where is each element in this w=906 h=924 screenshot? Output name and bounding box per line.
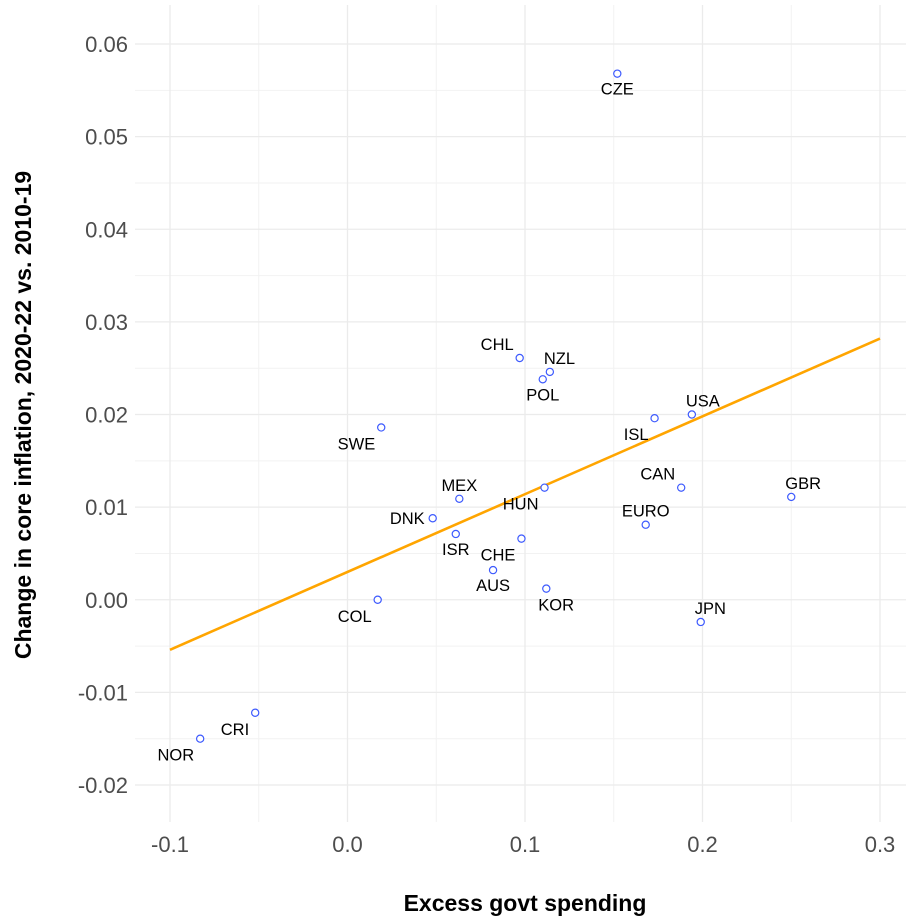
data-point-jpn xyxy=(696,617,705,627)
y-tick-label: 0.05 xyxy=(85,125,128,150)
data-point-can xyxy=(677,483,686,492)
data-point-che xyxy=(517,534,526,543)
point-label-nor: NOR xyxy=(158,747,195,765)
x-tick-label: 0.0 xyxy=(332,832,363,857)
point-label-isl: ISL xyxy=(624,426,649,444)
data-point-pol xyxy=(538,375,547,384)
x-tick-label: 0.1 xyxy=(510,832,541,857)
y-axis-ticks: -0.02 -0.01 0.00 0.01 0.02 0.03 0.04 0.05 0.06 xyxy=(78,32,128,798)
point-label-chl: CHL xyxy=(481,336,514,354)
point-label-can: CAN xyxy=(640,466,675,484)
data-point-cze xyxy=(613,69,622,78)
x-axis-ticks: -0.1 0.0 0.1 0.2 0.3 xyxy=(151,832,895,857)
point-label-jpn: JPN xyxy=(695,600,726,618)
data-point-usa xyxy=(687,410,697,419)
trend-line xyxy=(169,337,881,651)
x-tick-label: -0.1 xyxy=(151,832,189,857)
data-point-col xyxy=(373,595,382,604)
point-label-gbr: GBR xyxy=(785,475,821,493)
minor-gridlines xyxy=(135,5,906,822)
data-points xyxy=(195,69,796,743)
data-point-kor xyxy=(542,584,551,593)
point-labels: CZE CHL NZL POL SWE ISL USA CAN GBR MEX HUN DNK EURO… xyxy=(158,81,822,765)
point-label-isr: ISR xyxy=(442,541,470,559)
point-label-dnk: DNK xyxy=(390,510,425,528)
point-label-nzl: NZL xyxy=(544,350,575,368)
y-tick-label: 0.02 xyxy=(85,403,128,428)
point-label-usa: USA xyxy=(686,393,720,411)
point-label-cze: CZE xyxy=(601,81,634,99)
point-label-cri: CRI xyxy=(221,721,249,739)
point-label-pol: POL xyxy=(526,386,559,404)
point-label-aus: AUS xyxy=(476,577,510,595)
trend-line-group xyxy=(169,337,881,651)
point-label-col: COL xyxy=(338,608,372,626)
x-axis-title: Excess govt spending xyxy=(404,890,647,916)
data-point-hun xyxy=(540,483,549,492)
data-point-swe xyxy=(377,423,386,432)
point-label-mex: MEX xyxy=(441,477,477,495)
data-point-euro xyxy=(641,520,650,529)
y-tick-label: -0.02 xyxy=(78,773,128,798)
data-point-chl xyxy=(515,353,524,363)
point-label-hun: HUN xyxy=(503,496,539,514)
point-label-swe: SWE xyxy=(338,435,376,453)
x-tick-label: 0.3 xyxy=(865,832,896,857)
data-point-nor xyxy=(195,734,205,743)
point-label-che: CHE xyxy=(481,547,516,565)
data-point-aus xyxy=(488,565,498,575)
data-point-isl xyxy=(650,414,659,423)
y-tick-label: 0.04 xyxy=(85,217,128,242)
y-tick-label: 0.06 xyxy=(85,32,128,57)
y-tick-label: 0.01 xyxy=(85,495,128,520)
y-tick-label: -0.01 xyxy=(78,680,128,705)
major-gridlines xyxy=(135,5,906,822)
y-tick-label: 0.00 xyxy=(85,588,128,613)
data-point-gbr xyxy=(787,492,796,502)
data-point-dnk xyxy=(428,514,437,523)
y-tick-label: 0.03 xyxy=(85,310,128,335)
point-label-kor: KOR xyxy=(538,597,574,615)
data-point-isr xyxy=(451,529,460,539)
data-point-nzl xyxy=(545,367,555,377)
y-axis-title: Change in core inflation, 2020-22 vs. 20… xyxy=(10,171,36,659)
data-point-cri xyxy=(250,708,260,717)
x-tick-label: 0.2 xyxy=(687,832,718,857)
data-point-mex xyxy=(455,494,464,503)
point-label-euro: EURO xyxy=(622,503,670,521)
